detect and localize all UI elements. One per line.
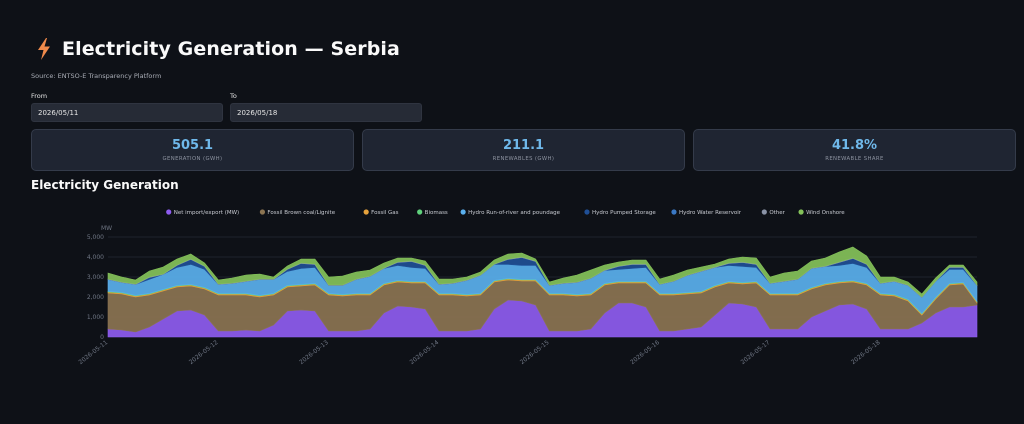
x-tick-label: 2026-05-13 <box>298 339 330 366</box>
chart-areas <box>107 246 978 338</box>
legend-swatch <box>363 209 369 215</box>
legend-item-net-import-export-mw[interactable]: Net import/export (MW) <box>166 209 239 216</box>
y-tick-label: 1,000 <box>87 314 104 321</box>
legend-swatch <box>417 209 423 215</box>
legend-item-hydro-run-of-river-and-poundage[interactable]: Hydro Run-of-river and poundage <box>460 209 561 216</box>
page-header: Electricity Generation — Serbia <box>36 38 400 60</box>
x-tick-label: 2026-05-18 <box>850 339 882 366</box>
x-tick-label: 2026-05-12 <box>188 339 220 366</box>
legend-label: Other <box>769 210 785 216</box>
legend-swatch <box>166 209 172 215</box>
metric-renewables-value: 211.1 <box>502 138 545 153</box>
chart-section-title: Electricity Generation <box>31 178 179 192</box>
x-tick-label: 2026-05-14 <box>408 339 440 366</box>
y-tick-label: 5,000 <box>87 234 104 241</box>
legend-label: Hydro Run-of-river and poundage <box>468 210 560 216</box>
lightning-bolt-icon <box>38 38 50 60</box>
legend-label: Hydro Pumped Storage <box>592 210 656 216</box>
legend-swatch <box>460 209 466 215</box>
x-axis: 2026-05-11 2026-05-12 2026-05-13 2026-05-14… <box>77 339 881 366</box>
legend-item-wind-onshore[interactable]: Wind Onshore <box>798 209 845 216</box>
metric-renewables-card: 211.1 RENEWABLES (GWH) <box>362 129 685 171</box>
y-axis-label: MW <box>101 225 112 232</box>
area-series-wind-onshore[interactable] <box>107 246 978 298</box>
legend-swatch <box>761 209 767 215</box>
legend-item-fossil-gas[interactable]: Fossil Gas <box>363 209 399 216</box>
chart-legend: Net import/export (MW) Fossil Brown coal/… <box>166 209 845 216</box>
x-tick-label: 2026-05-17 <box>740 339 772 366</box>
y-tick-label: 2,000 <box>87 294 104 301</box>
legend-swatch <box>798 209 804 215</box>
legend-label: Net import/export (MW) <box>174 210 239 216</box>
data-source-caption: Source: ENTSO-E Transparency Platform <box>31 72 162 80</box>
generation-area-chart[interactable]: Net import/export (MW) Fossil Brown coal/… <box>0 200 1024 424</box>
from-label: From <box>31 92 48 100</box>
metric-generation-card: 505.1 GENERATION (GWH) <box>31 129 354 171</box>
to-date-input[interactable]: 2026/05/18 <box>230 103 422 122</box>
y-tick-label: 4,000 <box>87 254 104 261</box>
legend-label: Biomass <box>425 210 448 216</box>
metric-renewable-share-card: 41.8% RENEWABLE SHARE <box>693 129 1016 171</box>
legend-item-other[interactable]: Other <box>761 209 786 216</box>
legend-swatch <box>671 209 677 215</box>
metric-renewable-share-value: 41.8% <box>831 138 878 153</box>
legend-swatch <box>584 209 590 215</box>
legend-label: Fossil Gas <box>371 210 399 216</box>
y-axis: 0 1,000 2,000 3,000 4,000 5,000 MW <box>87 225 112 341</box>
to-label: To <box>230 92 237 100</box>
legend-label: Fossil Brown coal/Lignite <box>267 210 335 216</box>
legend-swatch <box>259 209 266 215</box>
x-tick-label: 2026-05-15 <box>519 339 551 366</box>
legend-item-hydro-pumped-storage[interactable]: Hydro Pumped Storage <box>584 209 656 216</box>
y-tick-label: 3,000 <box>87 274 104 281</box>
legend-item-hydro-water-reservoir[interactable]: Hydro Water Reservoir <box>671 209 742 216</box>
legend-item-biomass[interactable]: Biomass <box>417 209 448 216</box>
metric-renewables-label: RENEWABLES (GWH) <box>492 156 555 162</box>
legend-label: Hydro Water Reservoir <box>679 210 742 216</box>
metric-generation-value: 505.1 <box>171 138 214 153</box>
y-tick-label: 0 <box>100 334 104 341</box>
metric-renewable-share-label: RENEWABLE SHARE <box>825 156 884 162</box>
from-date-input[interactable]: 2026/05/11 <box>31 103 223 122</box>
legend-label: Wind Onshore <box>806 210 845 216</box>
x-tick-label: 2026-05-16 <box>629 339 661 366</box>
metric-generation-label: GENERATION (GWH) <box>162 156 223 162</box>
legend-item-fossil-brown-coal-lignite[interactable]: Fossil Brown coal/Lignite <box>259 209 336 216</box>
x-tick-label: 2026-05-11 <box>77 339 109 366</box>
page-title: Electricity Generation — Serbia <box>62 38 400 60</box>
